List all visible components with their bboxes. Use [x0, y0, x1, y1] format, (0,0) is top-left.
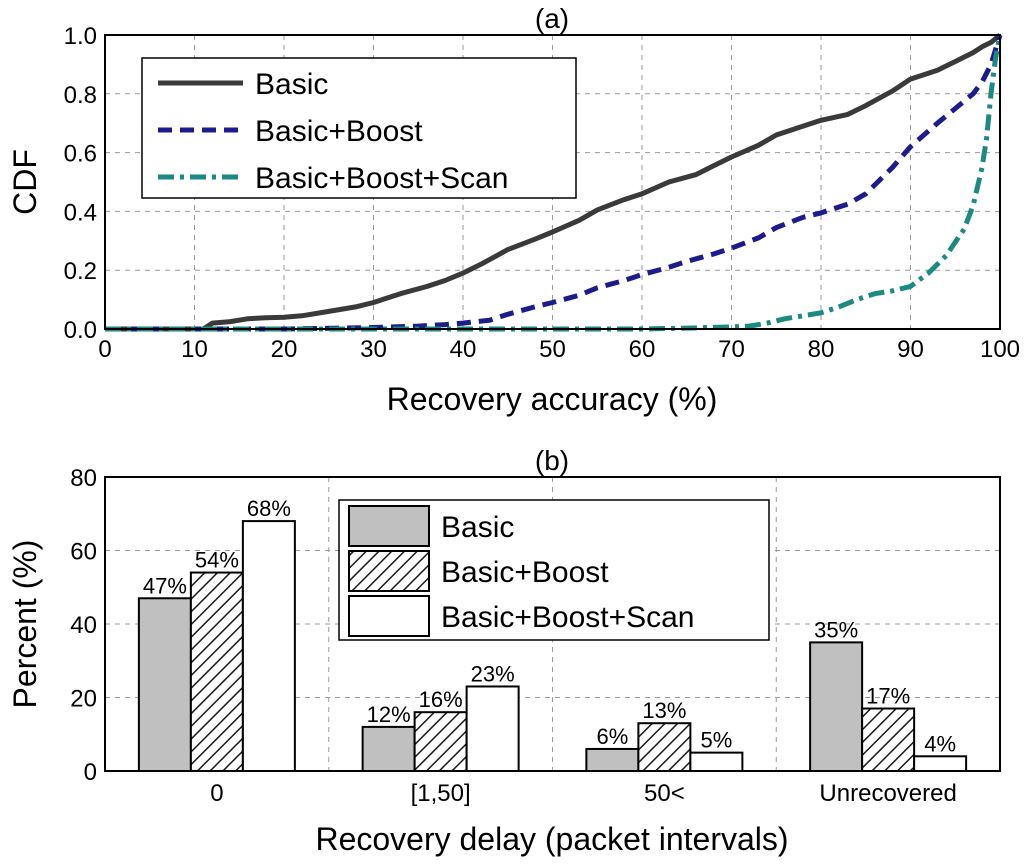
bar-y-axis-label: Percent (%)	[7, 540, 43, 709]
bar-basic	[585, 747, 640, 773]
cdf-series-basic-boost	[105, 34, 1003, 332]
bar-plot-frame	[104, 476, 1001, 772]
bar-y-tick-label: 20	[70, 686, 97, 713]
cdf-y-tick-label: 0.0	[64, 317, 97, 344]
cdf-y-tick-label: 0.6	[64, 141, 97, 168]
cdf-x-tick-label: 30	[360, 336, 387, 363]
bar-legend: Basic Basic+Boost Basic+Boost+Scan	[338, 499, 770, 641]
cdf-plot-frame	[104, 34, 1001, 330]
cdf-y-tick-label: 1.0	[64, 23, 97, 50]
bar-value-label: 17%	[866, 684, 910, 709]
bar-value-label: 54%	[195, 548, 239, 573]
bar-x-ticks: 0 [1,50] 50< Unrecovered	[210, 780, 957, 807]
cdf-x-tick-label: 0	[98, 336, 111, 363]
cdf-gridlines	[105, 35, 1000, 329]
bar-legend-swatch	[348, 505, 430, 547]
cdf-x-tick-label: 60	[629, 336, 656, 363]
bar-value-label: 13%	[642, 698, 686, 723]
cdf-legend-label: Basic+Boost+Scan	[255, 162, 509, 195]
cdf-x-axis-label: Recovery accuracy (%)	[387, 381, 718, 417]
bar-value-label: 68%	[247, 496, 291, 521]
bar-y-tick-label: 0	[84, 759, 97, 786]
bar-chart-title: (b)	[535, 445, 569, 476]
cdf-x-tick-label: 80	[808, 336, 835, 363]
bar-x-tick-label: [1,50]	[411, 780, 471, 807]
bar-value-label: 47%	[143, 573, 187, 598]
bar-y-tick-label: 40	[70, 612, 97, 639]
bar-data-labels: 47% 12% 6% 35% 54% 16% 13% 17% 68% 23% 5% 4%	[143, 496, 956, 756]
cdf-y-ticks: 0.0 0.2 0.4 0.6 0.8 1.0	[64, 23, 97, 344]
bar-value-label: 5%	[700, 728, 732, 753]
bar-y-tick-label: 60	[70, 539, 97, 566]
bar-basic-boost	[413, 711, 468, 773]
bar-basic-boost-scan	[689, 751, 744, 772]
bar-legend-swatch	[348, 595, 430, 637]
bar-legend-label: Basic	[441, 511, 514, 544]
bar-y-tick-label: 80	[70, 465, 97, 492]
cdf-series-basic-boost-scan	[105, 34, 1003, 332]
bar-basic-boost-scan	[241, 520, 296, 772]
bar-x-tick-label: 50<	[644, 780, 685, 807]
bar-value-label: 12%	[367, 702, 411, 727]
cdf-x-tick-label: 90	[897, 336, 924, 363]
cdf-chart-panel: (a) 0 10 20 30 40 50 60 70 80 90 100 0.00.20.40.60…	[7, 3, 1020, 417]
cdf-chart-title: (a)	[535, 3, 569, 34]
bar-value-label: 16%	[419, 687, 463, 712]
cdf-legend-label: Basic	[255, 68, 328, 101]
bar-legend-label: Basic+Boost	[441, 556, 609, 589]
bar-basic	[361, 725, 416, 773]
cdf-legend-label: Basic+Boost	[255, 115, 423, 148]
bar-value-label: 35%	[814, 617, 858, 642]
cdf-x-tick-label: 70	[718, 336, 745, 363]
bar-x-tick-label: 0	[210, 780, 223, 807]
cdf-x-tick-label: 100	[980, 336, 1020, 363]
bar-value-label: 4%	[924, 731, 956, 756]
bar-basic	[137, 597, 192, 773]
cdf-y-tick-label: 0.8	[64, 82, 97, 109]
bar-legend-swatch	[348, 550, 430, 592]
bar-basic-boost-scan	[465, 685, 520, 772]
bar-basic-boost-scan	[913, 755, 968, 772]
cdf-x-tick-label: 10	[181, 336, 208, 363]
bar-basic-boost	[861, 707, 916, 773]
bar-value-label: 23%	[471, 661, 515, 686]
bar-x-axis-label: Recovery delay (packet intervals)	[315, 821, 788, 857]
cdf-x-tick-label: 40	[450, 336, 477, 363]
bar-x-tick-label: Unrecovered	[819, 780, 956, 807]
bar-legend-label: Basic+Boost+Scan	[441, 601, 695, 634]
bar-gridlines	[105, 477, 1000, 771]
cdf-series-basic	[105, 33, 1002, 332]
cdf-legend: Basic Basic+Boost Basic+Boost+Scan	[141, 57, 577, 199]
delay-bar-chart-panel: (b) 47% 12% 6% 35% 54% 16% 13% 17% 68% 23% 5% 4% 0 […	[7, 445, 1001, 857]
bar-value-label: 6%	[596, 724, 628, 749]
cdf-x-tick-label: 20	[271, 336, 298, 363]
cdf-x-tick-label: 50	[539, 336, 566, 363]
cdf-y-tick-label: 0.2	[64, 258, 97, 285]
bar-basic	[809, 641, 864, 772]
cdf-series-group	[105, 33, 1003, 332]
cdf-y-tick-label: 0.4	[64, 199, 97, 226]
bar-y-ticks: 0 20 40 60 80	[70, 465, 97, 786]
cdf-x-ticks: 0 10 20 30 40 50 60 70 80 90 100	[98, 336, 1020, 363]
cdf-y-axis-label: CDF	[7, 149, 43, 215]
bar-basic-boost	[189, 571, 244, 772]
bar-basic-boost	[637, 722, 692, 772]
